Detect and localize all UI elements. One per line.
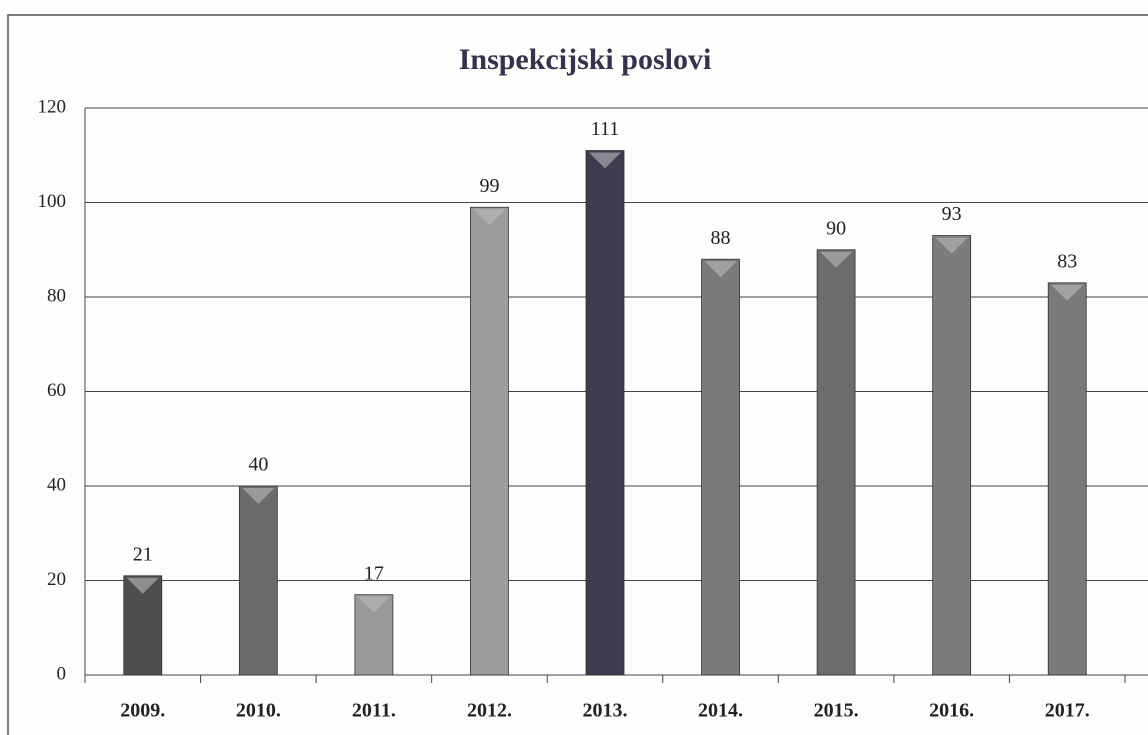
x-tick-label: 2016. [929,700,974,722]
bar [701,258,740,676]
bar [816,249,856,676]
y-tick-label: 20 [47,569,66,590]
y-tick-label: 40 [47,474,66,495]
data-label: 21 [133,543,153,565]
bar-bevel [126,577,159,594]
chart-title: Inspekcijski poslovi [459,43,712,76]
y-tick-label: 80 [47,285,66,306]
y-tick-label: 120 [38,96,67,117]
bar-bevel [473,209,506,226]
bar-bevel [589,152,621,169]
x-tick-label: 2010. [236,700,281,722]
x-tick-label: 2011. [352,700,396,722]
bar-bevel [935,237,968,254]
x-tick-label: 2013. [583,700,628,722]
bar-bevel [357,596,390,613]
x-tick-label: 2017. [1045,700,1090,722]
bar-bevel [242,488,275,504]
bar [1047,282,1087,676]
data-label: 83 [1057,250,1077,272]
x-tick-label: 2014. [698,700,743,722]
bar [585,150,625,676]
y-tick-label: 60 [47,380,66,401]
y-tick-label: 0 [57,663,67,684]
y-tick-label: 100 [38,191,67,212]
data-label: 88 [711,227,731,249]
x-tick-label: 2009. [120,700,165,722]
x-tick-label: 2012. [467,700,512,722]
data-label: 111 [591,118,620,140]
data-label: 99 [479,175,499,197]
data-label: 93 [942,203,962,225]
data-label: 90 [826,217,846,239]
chart-frame [7,14,1148,735]
bar [470,206,509,676]
bar-bevel [820,251,853,268]
bar [238,485,278,676]
bar-bevel [1051,284,1084,301]
data-label: 17 [364,562,384,584]
bar-bevel [704,261,737,278]
data-label: 40 [248,454,268,476]
bar [932,235,972,676]
x-tick-label: 2015. [814,700,859,722]
